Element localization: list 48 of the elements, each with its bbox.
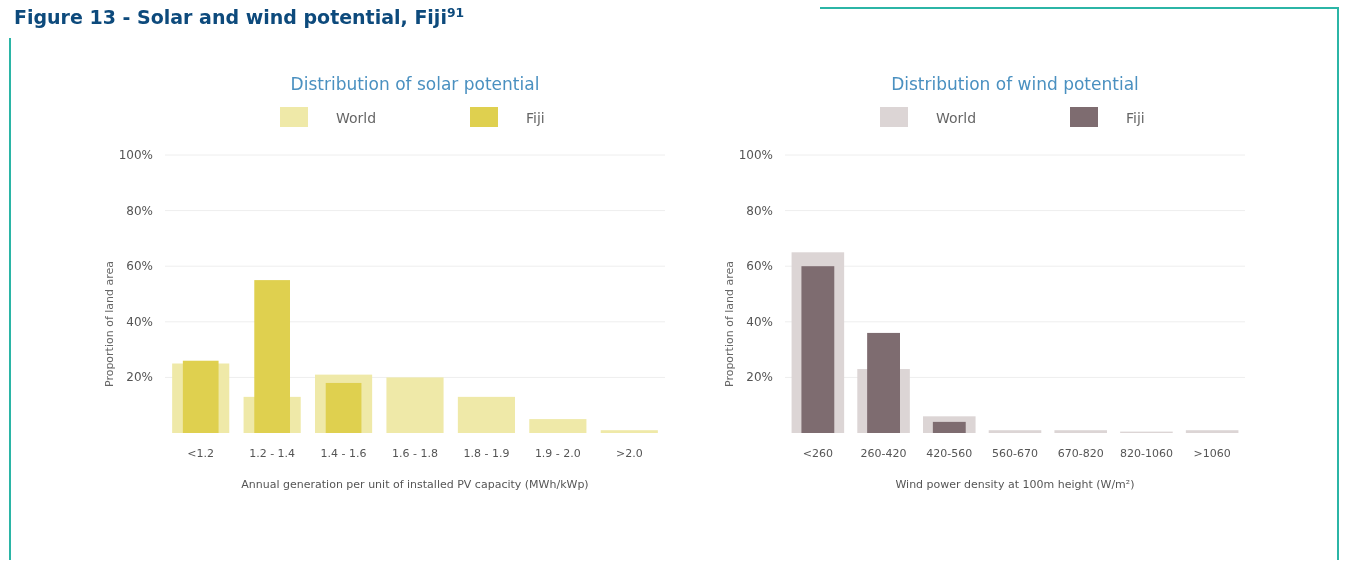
x-axis-title: Wind power density at 100m height (W/m²): [895, 478, 1135, 491]
x-tick-label: <260: [802, 447, 833, 460]
x-tick-label: 560-670: [992, 447, 1038, 460]
y-tick-label: 20%: [126, 370, 153, 385]
bar: [801, 266, 835, 433]
bar: [932, 421, 966, 433]
x-tick-label: 1.9 - 2.0: [534, 447, 581, 460]
y-tick-label: 20%: [746, 370, 773, 385]
x-tick-label: >1060: [1193, 447, 1231, 460]
bar: [529, 419, 587, 433]
x-tick-label: 820-1060: [1119, 447, 1173, 460]
x-tick-label: >2.0: [615, 447, 643, 460]
x-tick-label: 1.4 - 1.6: [320, 447, 367, 460]
y-tick-label: 100%: [118, 148, 153, 162]
y-tick-label: 40%: [746, 314, 773, 329]
chart-title: Distribution of solar potential: [290, 74, 540, 94]
x-tick-label: 1.6 - 1.8: [392, 447, 438, 460]
bar: [988, 430, 1042, 433]
x-tick-label: 420-560: [926, 447, 973, 460]
x-tick-label: 670-820: [1057, 447, 1104, 460]
chart-title: Distribution of wind potential: [891, 74, 1139, 94]
y-axis-title: Proportion of land area: [723, 260, 736, 388]
y-tick-label: 40%: [126, 314, 153, 329]
x-axis-title: Annual generation per unit of installed PV capacity (MWh/kWp): [241, 478, 589, 491]
x-tick-label: 260-420: [860, 447, 907, 460]
y-tick-label: 80%: [126, 203, 153, 218]
legend-label: Fiji: [1126, 110, 1145, 126]
x-tick-label: <1.2: [187, 447, 215, 460]
bar: [867, 332, 900, 433]
y-tick-label: 100%: [738, 148, 773, 162]
bar: [386, 377, 444, 433]
x-tick-label: 1.8 - 1.9: [463, 447, 510, 460]
bar: [1185, 430, 1239, 433]
legend-label: Fiji: [526, 110, 545, 126]
legend-label: World: [936, 110, 977, 126]
bar: [182, 360, 219, 433]
y-tick-label: 80%: [746, 203, 773, 218]
bar: [457, 396, 515, 433]
caption: Figure 13 - Solar and wind potential, Fiji$^{91}$: [14, 6, 465, 28]
bar: [600, 430, 658, 433]
x-tick-label: 1.2 - 1.4: [249, 447, 296, 460]
bar: [325, 382, 362, 433]
y-tick-label: 60%: [746, 259, 773, 274]
bar: [1054, 430, 1107, 433]
y-tick-label: 60%: [126, 259, 153, 274]
legend-label: World: [336, 110, 377, 126]
y-axis-title: Proportion of land area: [103, 260, 116, 388]
bar: [254, 280, 290, 433]
